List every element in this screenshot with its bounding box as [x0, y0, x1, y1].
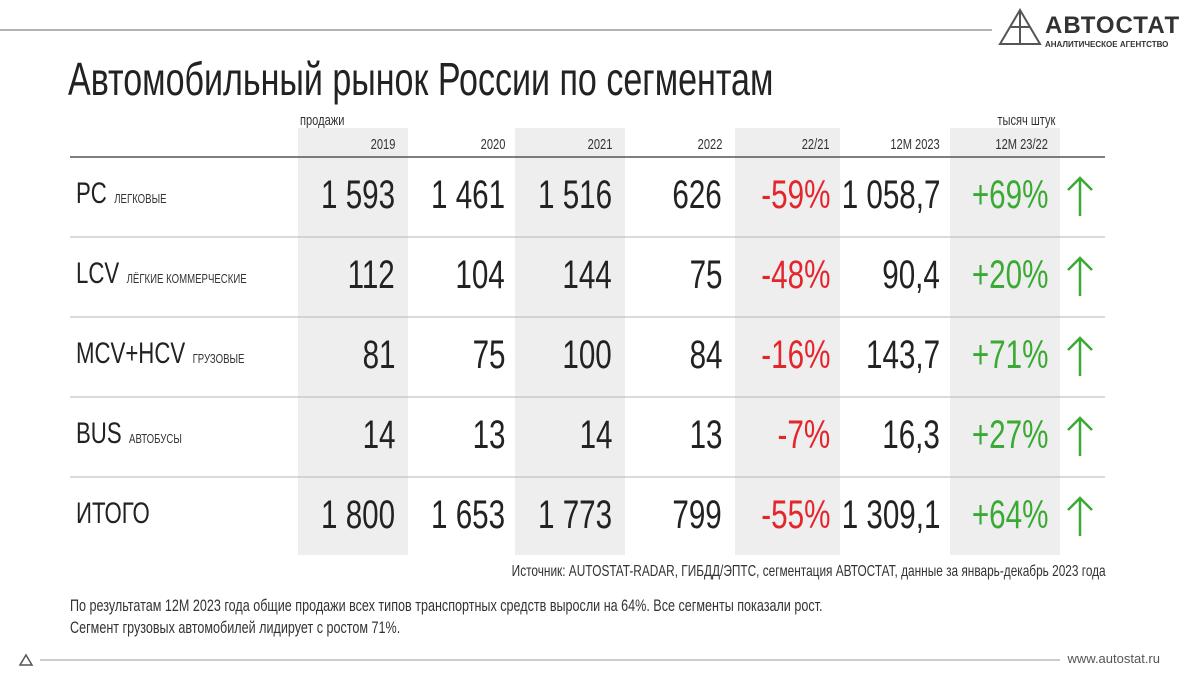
cell: +64% — [971, 493, 1048, 537]
cell: 100 — [562, 333, 612, 377]
cell: +69% — [971, 173, 1048, 217]
cell: 81 — [362, 333, 395, 377]
cell: -48% — [760, 253, 830, 297]
row-rules — [70, 236, 1105, 478]
segment-code: PC — [76, 177, 107, 210]
cell: 112 — [347, 253, 395, 297]
summary-line: Сегмент грузовых автомобилей лидирует с … — [70, 618, 401, 637]
segment-code: ИТОГО — [76, 497, 150, 530]
cell: 144 — [562, 253, 612, 297]
segment-code: MCV+HCV — [76, 337, 186, 370]
segment-code: LCV — [76, 257, 120, 290]
column-header: 2021 — [587, 136, 612, 153]
logo-tagline: АНАЛИТИЧЕСКОЕ АГЕНТСТВО — [1045, 40, 1169, 49]
cell: 1 593 — [320, 173, 395, 217]
cell: 1 058,7 — [841, 173, 940, 217]
segment-name: ЛЕГКОВЫЕ — [114, 191, 167, 206]
segment-code: BUS — [76, 417, 122, 450]
column-header: 12M 23/22 — [995, 136, 1048, 153]
column-header: 22/21 — [802, 136, 830, 153]
cell: -55% — [760, 493, 830, 537]
segment-name: ЛЁГКИЕ КОММЕРЧЕСКИЕ — [126, 271, 247, 286]
cell: -59% — [760, 173, 830, 217]
cell: 1 653 — [430, 493, 505, 537]
title: Автомобильный рынок России по сегментам — [68, 53, 774, 105]
cell: -7% — [777, 413, 830, 457]
logo-name: АВТОСТАТ — [1045, 12, 1181, 39]
up-arrows — [1067, 176, 1093, 536]
column-stripes — [298, 128, 1060, 555]
row-label: MCV+HCV ГРУЗОВЫЕ — [76, 337, 244, 371]
cell: +27% — [971, 413, 1048, 457]
cell: 143,7 — [865, 333, 940, 377]
cell: +20% — [971, 253, 1048, 297]
column-header: 12M 2023 — [890, 136, 940, 153]
source: Источник: AUTOSTAT-RADAR, ГИБДД/ЭПТС, се… — [512, 563, 1106, 580]
cell: 14 — [579, 413, 612, 457]
cell: 16,3 — [882, 413, 940, 457]
logo-icon — [998, 8, 1042, 45]
segment-name: АВТОБУСЫ — [129, 431, 182, 446]
row-label: PC ЛЕГКОВЫЕ — [76, 177, 167, 211]
cell: 104 — [455, 253, 505, 297]
summary-line: По результатам 12M 2023 года общие прода… — [70, 596, 823, 615]
column-header: 2020 — [480, 136, 505, 153]
cell: 626 — [672, 173, 722, 217]
cell: 1 773 — [537, 493, 612, 537]
cell: 1 461 — [430, 173, 505, 217]
cell: 75 — [472, 333, 505, 377]
cell: 1 800 — [320, 493, 395, 537]
column-header: 2022 — [697, 136, 722, 153]
segment-name: ГРУЗОВЫЕ — [192, 351, 245, 366]
cell: -16% — [760, 333, 830, 377]
footer-url: www.autostat.ru — [1067, 651, 1161, 666]
row-label: ИТОГО — [76, 497, 150, 531]
row-label: BUS АВТОБУСЫ — [76, 417, 182, 451]
cell: 799 — [672, 493, 722, 537]
cell: 14 — [362, 413, 395, 457]
cell: 13 — [472, 413, 505, 457]
cell: 84 — [689, 333, 722, 377]
caption-right: тысяч штук — [996, 112, 1055, 129]
column-header: 2019 — [370, 136, 395, 153]
footer-icon — [18, 653, 34, 666]
cell: +71% — [971, 333, 1048, 377]
cell: 13 — [689, 413, 722, 457]
caption-left: продажи — [300, 112, 345, 129]
cell: 1 516 — [537, 173, 612, 217]
row-label: LCV ЛЁГКИЕ КОММЕРЧЕСКИЕ — [76, 257, 247, 291]
cell: 90,4 — [882, 253, 940, 297]
cell: 75 — [689, 253, 722, 297]
cell: 1 309,1 — [841, 493, 940, 537]
